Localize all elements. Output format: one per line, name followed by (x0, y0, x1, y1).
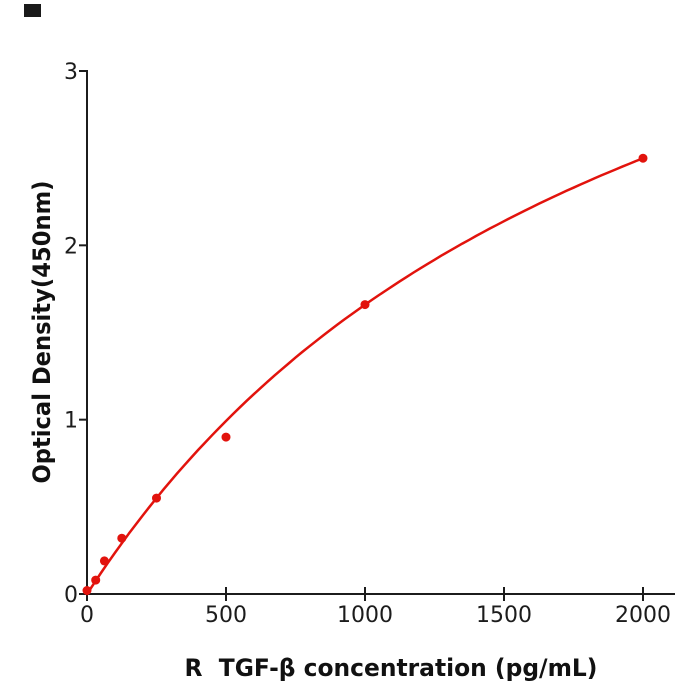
x-tick-label: 500 (205, 603, 247, 628)
data-series (82, 153, 648, 596)
y-tick-label: 1 (64, 409, 78, 434)
x-tick-label: 1500 (476, 603, 532, 628)
data-point (99, 556, 109, 566)
data-point (117, 533, 127, 543)
axes (86, 70, 675, 595)
y-axis-title: Optical Density(450nm) (28, 181, 56, 484)
data-point (82, 586, 92, 595)
fit-curve (85, 157, 645, 596)
data-point (221, 432, 231, 442)
axis-tick-labels: 0 500 1000 1500 2000 0 1 2 3 (64, 60, 671, 628)
x-tick-label: 1000 (337, 603, 393, 628)
x-tick-label: 0 (80, 603, 94, 628)
y-tick-label: 3 (64, 60, 78, 85)
data-point (638, 153, 648, 163)
data-point (152, 493, 161, 503)
data-point (91, 575, 101, 585)
data-point (360, 300, 370, 310)
corner-mark (24, 4, 41, 17)
axis-ticks (79, 70, 644, 601)
y-tick-label: 0 (64, 583, 78, 608)
x-tick-label: 2000 (615, 603, 671, 628)
y-tick-label: 2 (64, 234, 78, 259)
x-axis-title: R TGF-β concentration (pg/mL) (185, 654, 598, 682)
